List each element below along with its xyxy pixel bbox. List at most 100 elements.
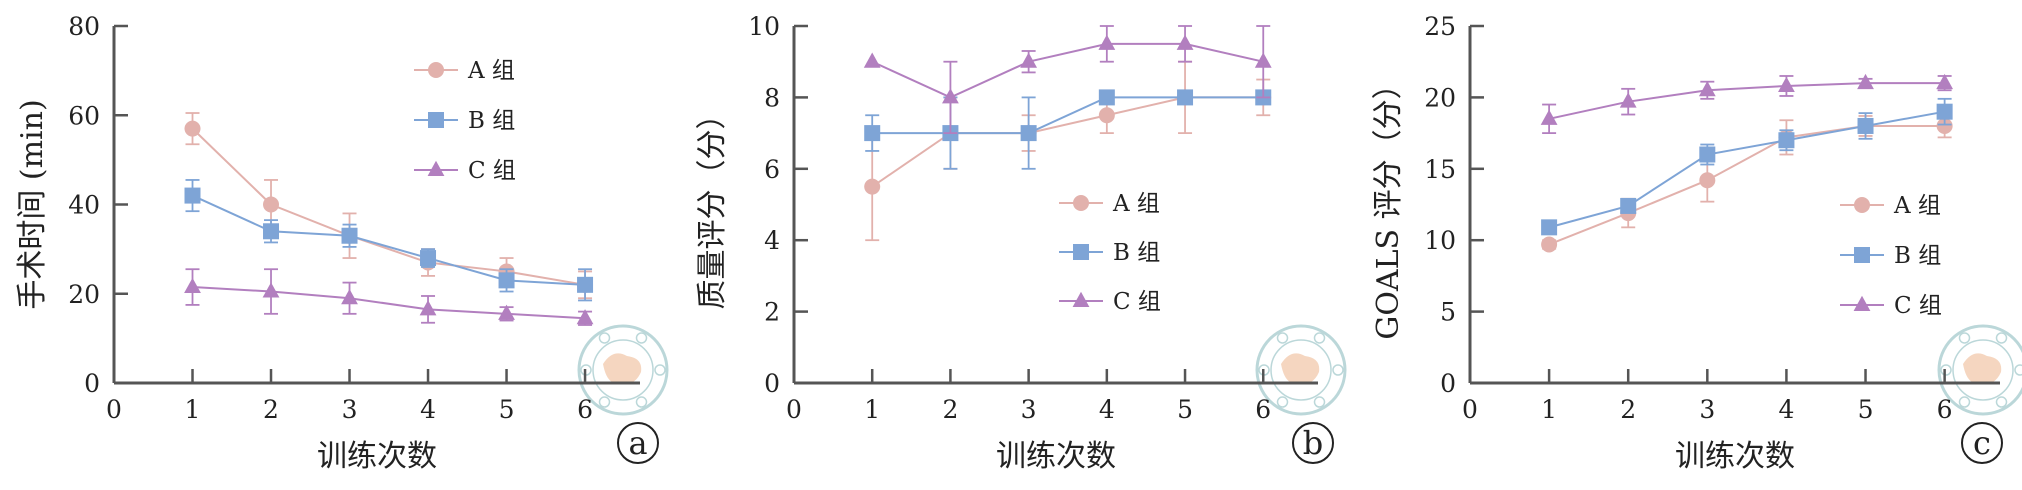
legend-item-A: A 组	[414, 58, 515, 84]
watermark-logo	[1255, 324, 1347, 416]
data-point-B	[1020, 125, 1037, 142]
panel-letter: b	[1303, 424, 1323, 462]
x-tick-label: 3	[1021, 395, 1037, 424]
watermark-ring	[577, 324, 669, 416]
series-line-B	[872, 96, 1264, 135]
panel-letter-circle	[1961, 422, 2003, 464]
watermark-dot	[598, 396, 611, 408]
data-point-C	[863, 52, 881, 68]
x-tick-label: 3	[1699, 395, 1715, 424]
data-point-B	[1177, 89, 1194, 106]
data-point-C	[341, 289, 358, 305]
x-tick-label: 4	[1778, 395, 1794, 424]
x-tick-label: 2	[1620, 395, 1636, 424]
x-tick-label: 1	[185, 395, 201, 424]
watermark-inner-ring	[592, 339, 654, 401]
y-tick-label: 25	[1424, 12, 1456, 41]
data-point-B	[1541, 219, 1558, 236]
series-B	[864, 89, 1272, 170]
data-point-C	[1020, 52, 1038, 68]
series-line-C	[1548, 82, 1945, 120]
data-point-C	[1254, 52, 1272, 68]
data-point-C	[1540, 109, 1558, 125]
data-point-B	[498, 272, 515, 289]
legend-marker-B	[428, 112, 444, 128]
data-point-A	[184, 120, 201, 137]
watermark-inner-ring	[1952, 339, 2014, 401]
data-point-B	[184, 187, 201, 204]
data-point-B	[1098, 89, 1115, 106]
y-tick-label: 0	[764, 369, 780, 398]
y-tick-label: 0	[84, 369, 100, 398]
data-point-B	[1620, 197, 1637, 214]
y-tick-label: 8	[764, 83, 780, 112]
x-tick-label: 0	[1462, 395, 1478, 424]
watermark-logo	[1937, 324, 2022, 416]
legend-marker-A	[1854, 197, 1870, 213]
panel-letter-circle	[1292, 422, 1334, 464]
data-point-C	[1619, 92, 1637, 108]
y-tick-label: 10	[1424, 226, 1456, 255]
series-A	[1541, 113, 1953, 253]
y-tick-label: 15	[1424, 155, 1456, 184]
data-point-A	[1098, 107, 1115, 124]
series-A	[184, 112, 594, 300]
x-tick-label: 6	[577, 395, 593, 424]
legend-label-A: A 组	[1893, 193, 1941, 219]
watermark-logo	[577, 324, 669, 416]
panel-letter: c	[1973, 424, 1991, 462]
legend-item-A: A 组	[1840, 193, 1941, 219]
legend-item-C: C 组	[1840, 293, 1942, 319]
series-line-A	[1548, 124, 1945, 246]
legend-label-C: C 组	[1894, 293, 1942, 319]
watermark-ring	[1937, 324, 2022, 416]
data-point-A	[1936, 117, 1953, 134]
watermark-dot	[1276, 332, 1289, 344]
watermark-dot	[598, 332, 611, 344]
legend-label-B: B 组	[1894, 243, 1941, 269]
data-point-A	[263, 196, 280, 213]
data-point-A	[1541, 236, 1558, 253]
data-point-B	[1699, 146, 1716, 163]
x-axis-title: 训练次数	[996, 439, 1116, 474]
watermark-dot	[1995, 396, 2008, 408]
series-C	[863, 25, 1272, 135]
x-axis-title: 训练次数	[317, 439, 437, 474]
x-tick-label: 2	[263, 395, 279, 424]
x-tick-label: 0	[106, 395, 122, 424]
legend-marker-C	[1853, 295, 1871, 311]
legend-marker-A	[428, 62, 444, 78]
series-C	[184, 268, 594, 326]
data-point-A	[864, 178, 881, 195]
x-axis-title: 训练次数	[1675, 439, 1795, 474]
watermark-map	[1281, 353, 1320, 385]
panel-letter: a	[628, 424, 647, 462]
data-point-C	[184, 277, 201, 294]
watermark-dot	[1958, 332, 1971, 344]
data-point-B	[864, 125, 881, 142]
watermark-inner-ring	[1270, 339, 1332, 401]
legend-item-C: C 组	[414, 158, 516, 184]
legend-marker-C	[1072, 291, 1090, 307]
data-point-C	[1936, 73, 1954, 90]
x-tick-label: 1	[1541, 395, 1557, 424]
watermark-dot	[635, 332, 648, 344]
data-point-C	[576, 309, 594, 325]
y-tick-label: 60	[68, 101, 100, 130]
y-tick-label: 6	[764, 155, 780, 184]
data-point-C	[942, 88, 959, 104]
watermark-dot	[1940, 364, 1952, 376]
series-C	[1540, 73, 1954, 135]
x-tick-label: 5	[1177, 395, 1193, 424]
legend-item-B: B 组	[1840, 243, 1941, 269]
watermark-dot	[1276, 396, 1289, 408]
watermark-dot	[1332, 364, 1344, 376]
data-point-B	[1936, 103, 1953, 120]
x-tick-label: 4	[1099, 395, 1115, 424]
watermark-dot	[1313, 332, 1326, 344]
data-point-C	[262, 282, 280, 298]
x-tick-label: 2	[942, 395, 958, 424]
y-axis-title: 质量评分（分）	[695, 100, 730, 310]
watermark-dot	[1313, 396, 1326, 408]
